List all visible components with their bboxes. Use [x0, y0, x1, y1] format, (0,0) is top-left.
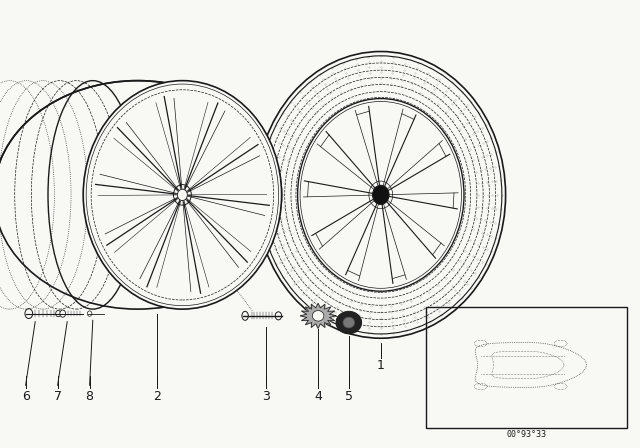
Bar	[426, 307, 627, 428]
Ellipse shape	[312, 310, 324, 321]
Ellipse shape	[298, 99, 464, 291]
Ellipse shape	[242, 311, 248, 320]
Ellipse shape	[60, 310, 65, 317]
Ellipse shape	[56, 310, 61, 317]
Text: 1: 1	[377, 358, 385, 372]
Ellipse shape	[25, 309, 33, 319]
Ellipse shape	[336, 311, 362, 334]
Text: 6: 6	[22, 390, 29, 403]
Text: 7: 7	[54, 390, 61, 403]
Polygon shape	[300, 303, 336, 328]
Ellipse shape	[372, 185, 389, 204]
Text: 4: 4	[314, 390, 322, 403]
Text: 3: 3	[262, 390, 269, 403]
Text: 8: 8	[86, 390, 93, 403]
Ellipse shape	[83, 81, 282, 309]
Text: 2: 2	[153, 390, 161, 403]
Ellipse shape	[343, 317, 355, 328]
Text: 00°93°33: 00°93°33	[506, 430, 546, 439]
Ellipse shape	[87, 311, 92, 316]
Text: 5: 5	[345, 390, 353, 403]
Ellipse shape	[275, 312, 282, 320]
